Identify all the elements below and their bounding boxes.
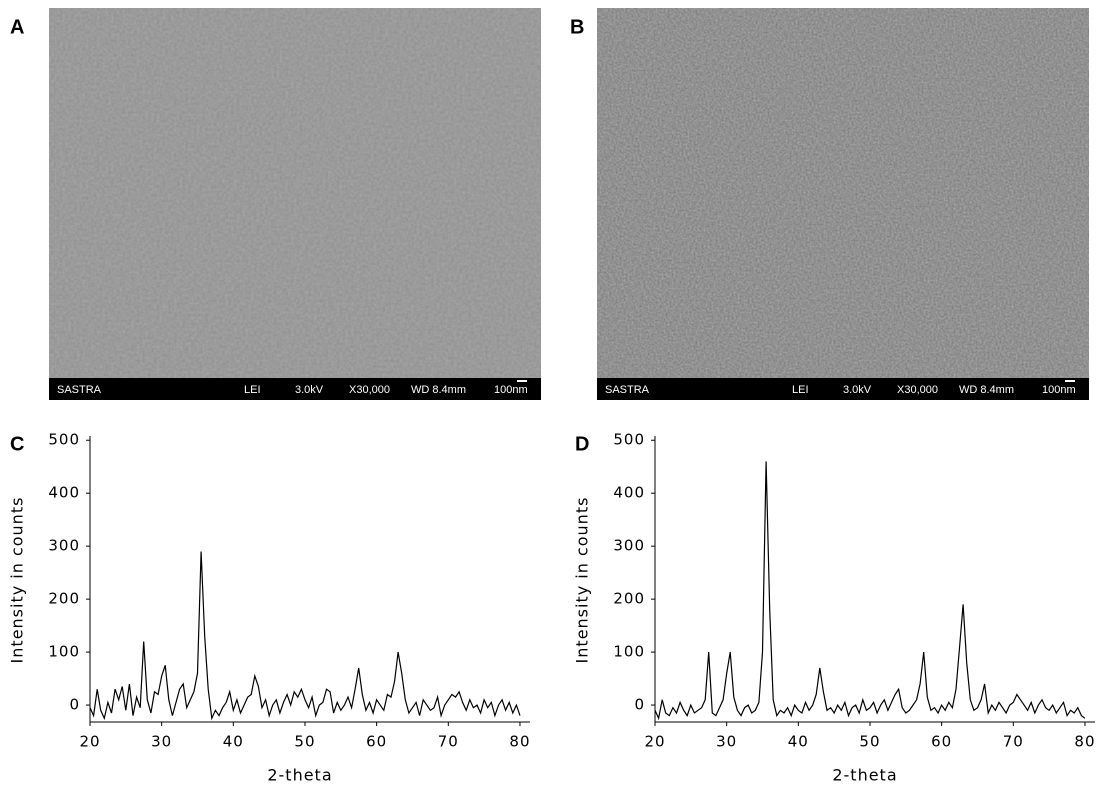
x-tick-label: 30 (151, 733, 172, 751)
x-tick-label: 40 (788, 733, 809, 751)
y-tick-label: 400 (48, 484, 80, 502)
info-text: X30,000 (897, 384, 938, 396)
scale-bar (517, 380, 527, 382)
x-tick-label: 20 (644, 733, 665, 751)
chart: C 0 100 200 300 400 500 20 30 40 50 60 70 80 2-theta In… (8, 431, 530, 785)
info-text: 3.0kV (295, 384, 324, 396)
y-tick-label: 100 (48, 643, 80, 661)
chart: D 0 100 200 300 400 500 20 30 40 50 60 70 80 2-theta In… (573, 431, 1095, 785)
info-text: 100nm (494, 384, 528, 396)
x-tick-label: 70 (1003, 733, 1024, 751)
panel-label: D (575, 433, 589, 455)
x-axis-title: 2-theta (832, 766, 897, 785)
sem-panel: A SASTRA LEI 3.0kV X30,000 WD 8.4mm 100nm (10, 8, 541, 400)
y-tick-label: 400 (613, 484, 645, 502)
info-text: LEI (792, 384, 809, 396)
x-tick-label: 40 (223, 733, 244, 751)
x-tick-label: 80 (509, 733, 530, 751)
info-bar (597, 378, 1089, 400)
scale-bar (1065, 380, 1075, 382)
panel-label: B (570, 16, 584, 38)
info-text: WD 8.4mm (959, 384, 1014, 396)
x-tick-label: 50 (859, 733, 880, 751)
x-tick-label: 20 (79, 733, 100, 751)
info-bar (49, 378, 541, 400)
y-tick-label: 500 (48, 431, 80, 449)
sem-panel: B SASTRA LEI 3.0kV X30,000 WD 8.4mm 100nm (570, 8, 1089, 400)
info-text: LEI (244, 384, 261, 396)
info-text: WD 8.4mm (411, 384, 466, 396)
y-tick-label: 500 (613, 431, 645, 449)
x-tick-label: 80 (1074, 733, 1095, 751)
x-tick-label: 60 (366, 733, 387, 751)
sem-texture (49, 8, 541, 378)
y-tick-label: 200 (613, 590, 645, 608)
y-tick-label: 300 (613, 537, 645, 555)
panel-label: C (10, 433, 24, 455)
info-text: SASTRA (57, 384, 102, 396)
data-line (654, 461, 1086, 721)
x-tick-label: 50 (294, 733, 315, 751)
y-tick-label: 300 (48, 537, 80, 555)
info-text: 100nm (1042, 384, 1076, 396)
x-axis-title: 2-theta (267, 766, 332, 785)
y-tick-label: 0 (69, 696, 80, 714)
info-text: X30,000 (349, 384, 390, 396)
info-text: SASTRA (605, 384, 650, 396)
info-text: 3.0kV (843, 384, 872, 396)
y-tick-label: 100 (613, 643, 645, 661)
y-tick-label: 200 (48, 590, 80, 608)
y-tick-label: 0 (634, 696, 645, 714)
x-tick-label: 30 (716, 733, 737, 751)
x-tick-label: 60 (931, 733, 952, 751)
y-axis-title: Intensity in counts (8, 497, 27, 664)
y-axis-title: Intensity in counts (573, 497, 592, 664)
panel-label: A (10, 16, 24, 38)
data-line (89, 551, 521, 721)
sem-texture (597, 8, 1089, 378)
x-tick-label: 70 (438, 733, 459, 751)
